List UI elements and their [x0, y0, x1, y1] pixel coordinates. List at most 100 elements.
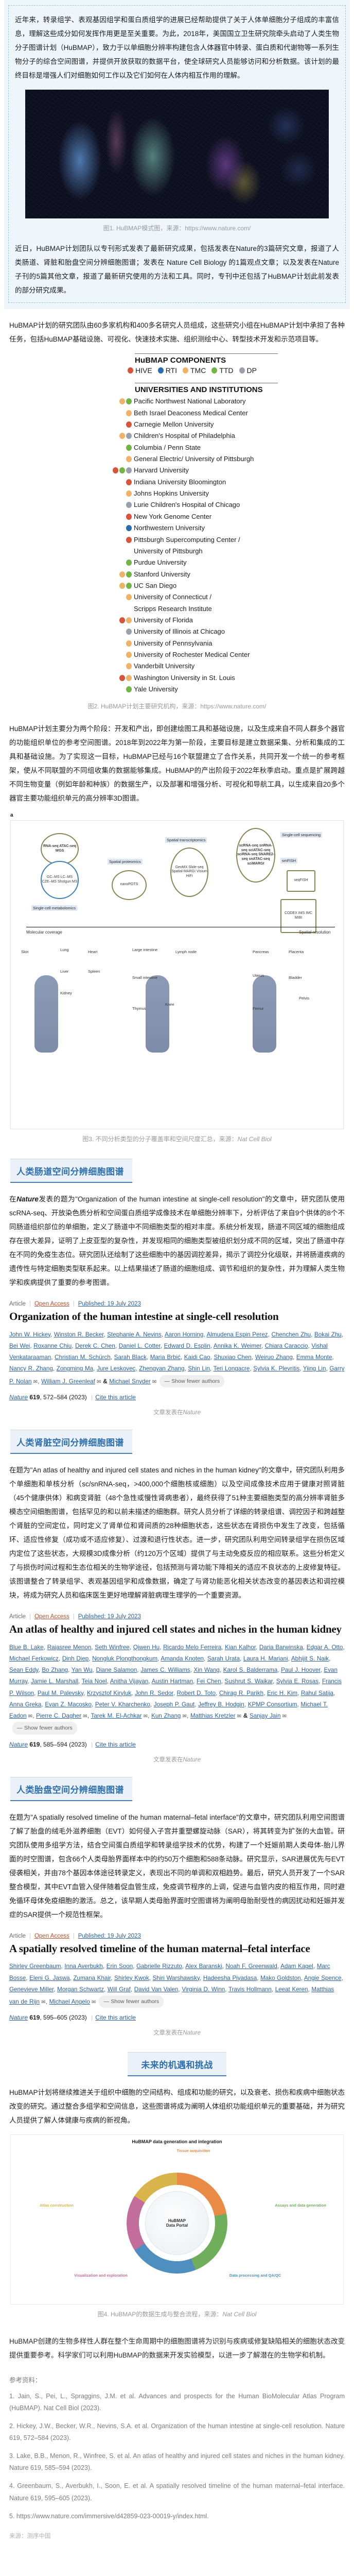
author-link[interactable]: Tarek M. El-Achkar	[91, 1713, 142, 1720]
author-link[interactable]: Michael T. Eadon	[9, 1701, 328, 1720]
author-link[interactable]: David Van Valen	[134, 1986, 179, 1993]
author-link[interactable]: Eric H. Kim	[267, 1689, 297, 1697]
author-link[interactable]: Sylvia K. Plevritis	[253, 1365, 300, 1372]
author-link[interactable]: Chenchen Zhu	[271, 1331, 311, 1338]
author-link[interactable]: Bokai Zhu	[314, 1331, 342, 1338]
author-link[interactable]: Matthias Kretzler	[190, 1713, 236, 1720]
author-link[interactable]: Fei Chen	[197, 1678, 221, 1685]
author-link[interactable]: Shiri Warshawsky	[152, 1974, 200, 1981]
author-link[interactable]: Robert D. Toto	[176, 1689, 216, 1697]
published-date-link[interactable]: Published: 19 July 2023	[78, 1933, 141, 1939]
show-fewer-authors-button[interactable]: — Show fewer authors	[160, 1375, 225, 1387]
author-link[interactable]: Stephanie A. Nevins	[107, 1331, 162, 1338]
author-link[interactable]: Christian M. Schürch	[55, 1354, 111, 1361]
author-link[interactable]: Sarah Urata	[207, 1655, 240, 1662]
author-link[interactable]: Michael Snyder	[109, 1378, 151, 1385]
author-link[interactable]: Kaidi Cao	[184, 1354, 210, 1361]
author-link[interactable]: Noah F. Greenwald	[225, 1963, 277, 1970]
author-link[interactable]: Chiara Caraccio	[264, 1342, 308, 1349]
author-link[interactable]: Travis Hollmann	[228, 1986, 272, 1993]
author-link[interactable]: Vishal Venkataraaman	[9, 1342, 328, 1361]
author-link[interactable]: John W. Hickey	[9, 1331, 51, 1338]
author-link[interactable]: Amanda Knoten	[161, 1655, 204, 1662]
email-icon[interactable]: ✉	[95, 1379, 101, 1385]
author-link[interactable]: Shirley Greenbaum	[9, 1963, 61, 1970]
author-link[interactable]: Krzysztof Kiryluk	[86, 1689, 132, 1697]
journal-link[interactable]: Nature	[9, 1393, 28, 1401]
author-link[interactable]: Adam Kagel	[280, 1963, 313, 1970]
author-link[interactable]: Nongluk Plongthongkum	[92, 1655, 158, 1662]
open-access-link[interactable]: Open Access	[34, 1613, 69, 1620]
author-link[interactable]: KPMP Consortium	[247, 1701, 297, 1708]
author-link[interactable]: Anitha Vijayan	[110, 1678, 149, 1685]
author-link[interactable]: William J. Greenleaf	[41, 1378, 95, 1385]
author-link[interactable]: Michael Ferkowicz	[9, 1655, 59, 1662]
author-link[interactable]: Sanjay Jain	[249, 1713, 281, 1720]
author-link[interactable]: Karol S. Balderrama	[223, 1667, 278, 1674]
author-link[interactable]: Daria Barwinska	[259, 1643, 303, 1651]
author-link[interactable]: Rahul Satija	[300, 1689, 333, 1697]
author-link[interactable]: Xin Wang	[193, 1667, 220, 1674]
author-link[interactable]: Garry P. Nolan	[9, 1365, 345, 1385]
author-link[interactable]: Paul J. Hoover	[281, 1667, 321, 1674]
author-link[interactable]: Francis P. Wilson	[9, 1678, 342, 1697]
author-link[interactable]: Joseph P. Gaut	[153, 1701, 195, 1708]
email-icon[interactable]: ✉	[235, 1714, 242, 1720]
author-link[interactable]: Qiwen Hu	[133, 1643, 160, 1651]
author-link[interactable]: Shin Lin	[188, 1365, 210, 1372]
author-link[interactable]: Zongming Ma	[56, 1365, 94, 1372]
author-link[interactable]: Shirley Kwok	[114, 1974, 149, 1981]
author-link[interactable]: Anna Greka	[9, 1701, 42, 1708]
author-link[interactable]: Almudena Espin Perez	[206, 1331, 268, 1338]
author-link[interactable]: Erin Soon	[106, 1963, 133, 1970]
author-link[interactable]: Ricardo Melo Ferreira	[163, 1643, 222, 1651]
author-link[interactable]: Genevieve Miller	[9, 1986, 54, 1993]
author-link[interactable]: Leeat Keren	[275, 1986, 308, 1993]
article-title[interactable]: Organization of the human intestine at s…	[9, 1310, 279, 1323]
author-link[interactable]: Teri Longacre	[213, 1365, 250, 1372]
published-date-link[interactable]: Published: 19 July 2023	[78, 1300, 141, 1307]
author-link[interactable]: Chirag R. Parikh	[219, 1689, 264, 1697]
author-link[interactable]: Sarah Black	[114, 1354, 147, 1361]
author-link[interactable]: Inna Averbukh	[64, 1963, 103, 1970]
cite-this-article-link[interactable]: Cite this article	[95, 2014, 136, 2022]
author-link[interactable]: John R. Sedor	[135, 1689, 173, 1697]
author-link[interactable]: Jeffrey B. Hodgin	[198, 1701, 244, 1708]
author-link[interactable]: Mako Goldston	[260, 1974, 301, 1981]
email-icon[interactable]: ✉	[141, 1714, 148, 1720]
author-link[interactable]: Edgar A. Otto	[306, 1643, 343, 1651]
author-link[interactable]: Evan Murray	[9, 1667, 338, 1685]
author-link[interactable]: Nancy R. Zhang	[9, 1365, 53, 1372]
author-link[interactable]: Angie Spence	[304, 1974, 342, 1981]
cite-this-article-link[interactable]: Cite this article	[95, 1740, 136, 1748]
author-link[interactable]: Michael Angelo	[49, 1998, 90, 2006]
author-link[interactable]: Kian Kalhor	[225, 1643, 256, 1651]
email-icon[interactable]: ✉	[40, 1999, 46, 2006]
author-link[interactable]: Annika K. Weimer	[213, 1342, 261, 1349]
article-title[interactable]: An atlas of healthy and injured cell sta…	[9, 1622, 342, 1635]
author-link[interactable]: Teia Noel	[81, 1678, 107, 1685]
author-link[interactable]: Sylvia E. Rosas	[276, 1678, 319, 1685]
author-link[interactable]: Hadeesha Piyadasa	[203, 1974, 257, 1981]
author-link[interactable]: Pierre C. Dagher	[36, 1713, 82, 1720]
author-link[interactable]: James C. Williams	[140, 1667, 190, 1674]
author-link[interactable]: Shuxiao Chen	[214, 1354, 252, 1361]
email-icon[interactable]: ✉	[280, 1714, 287, 1720]
author-link[interactable]: Bo Zhang	[42, 1667, 68, 1674]
author-link[interactable]: Emma Monte	[296, 1354, 332, 1361]
author-link[interactable]: Rajasree Menon	[47, 1643, 92, 1651]
author-link[interactable]: Zumana Khair	[73, 1974, 111, 1981]
author-link[interactable]: Jure Leskovec	[97, 1365, 136, 1372]
author-link[interactable]: Yiing Lin	[303, 1365, 326, 1372]
author-link[interactable]: Sean Eddy	[9, 1667, 39, 1674]
author-link[interactable]: Laura H. Mariani	[243, 1655, 288, 1662]
author-link[interactable]: Dinh Diep	[62, 1655, 89, 1662]
author-link[interactable]: Sushrut S. Waikar	[224, 1678, 273, 1685]
author-link[interactable]: Edward D. Esplin	[164, 1342, 210, 1349]
journal-link[interactable]: Nature	[9, 2014, 28, 2022]
author-link[interactable]: Bei Wei	[9, 1342, 30, 1349]
author-link[interactable]: Austin Hartman	[151, 1678, 193, 1685]
author-link[interactable]: Roxanne Chiu	[33, 1342, 72, 1349]
author-link[interactable]: Evan Z. Macosko	[45, 1701, 92, 1708]
open-access-link[interactable]: Open Access	[34, 1933, 69, 1939]
